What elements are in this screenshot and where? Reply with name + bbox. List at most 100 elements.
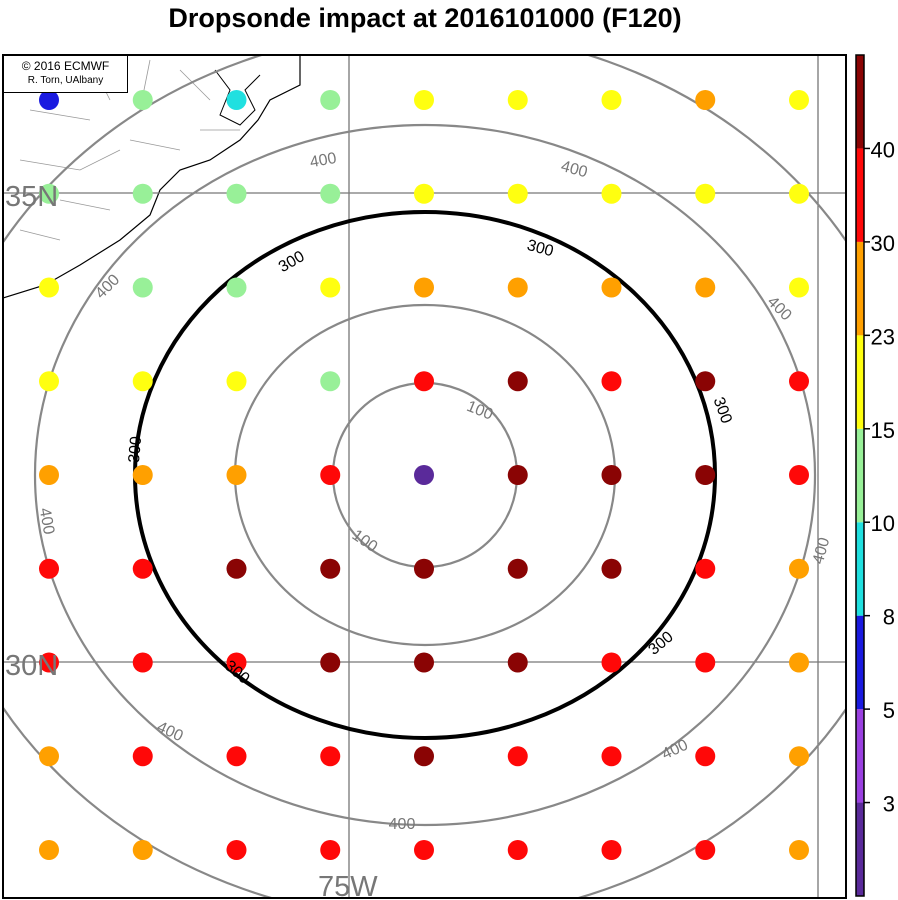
dropsonde-dot	[226, 558, 247, 579]
dropsonde-dot	[507, 371, 528, 392]
colorbar-segment	[856, 522, 864, 616]
colorbar-segment	[856, 55, 864, 149]
dropsonde-dot	[507, 465, 528, 485]
ring-label: 400	[659, 737, 690, 764]
dropsonde-dot	[320, 183, 341, 204]
dropsonde-dot	[414, 558, 434, 579]
credit-line-1: © 2016 ECMWF	[21, 59, 110, 73]
dropsonde-dot	[226, 652, 247, 673]
lat-label-30n: 30N	[5, 650, 58, 682]
dropsonde-dot	[789, 840, 809, 860]
dropsonde-dot	[601, 652, 622, 673]
dropsonde-dot	[789, 652, 809, 673]
dropsonde-dot	[132, 652, 153, 673]
dropsonde-dot	[695, 746, 716, 767]
ring-label: 400	[309, 150, 338, 171]
dropsonde-dot	[320, 558, 341, 579]
dropsonde-dot	[789, 465, 809, 485]
dropsonde-dot	[695, 652, 716, 673]
colorbar-label: 3	[883, 792, 895, 817]
dropsonde-dot	[789, 558, 809, 579]
ring-label: 400	[92, 271, 123, 302]
dropsonde-dot	[695, 277, 716, 298]
chart-title: Dropsonde impact at 2016101000 (F120)	[168, 3, 682, 33]
dropsonde-dot	[132, 465, 153, 485]
dropsonde-dot	[695, 371, 716, 392]
lat-label-35n: 35N	[5, 181, 58, 213]
dropsonde-dot	[39, 371, 59, 392]
dropsonde-dot	[226, 277, 247, 298]
dropsonde-dot	[39, 652, 59, 673]
dropsonde-dot	[320, 840, 341, 860]
ring-label: 300	[710, 395, 735, 426]
dropsonde-dot	[320, 652, 341, 673]
dropsonde-dot	[132, 371, 153, 392]
dropsonde-dot	[226, 746, 247, 767]
dropsonde-dot	[39, 840, 59, 860]
ring-label: 300	[525, 237, 555, 260]
colorbar-segment	[856, 709, 864, 803]
dropsonde-dot	[226, 840, 247, 860]
dropsonde-dot	[320, 746, 341, 767]
dropsonde-dot	[132, 558, 153, 579]
dropsonde-dot	[507, 652, 528, 673]
dropsonde-dot	[132, 277, 153, 298]
dropsonde-dot	[39, 277, 59, 298]
ring-label: 400	[764, 293, 795, 324]
plot-frame	[2, 54, 847, 899]
dropsonde-dot	[695, 558, 716, 579]
ring-label: 400	[154, 719, 185, 746]
dropsonde-dot	[414, 840, 434, 860]
dropsonde-dot	[507, 746, 528, 767]
dropsonde-dot	[226, 371, 247, 392]
colorbar-segment	[856, 802, 864, 896]
dropsonde-dot	[226, 90, 247, 110]
dropsonde-dot	[39, 465, 59, 485]
coastline	[3, 55, 301, 299]
dropsonde-dot	[39, 183, 59, 204]
dropsonde-dot	[39, 558, 59, 579]
dropsonde-dot	[601, 465, 622, 485]
ring-label: 300	[276, 248, 308, 276]
ring-label: 300	[126, 435, 145, 463]
dropsonde-dot	[789, 371, 809, 392]
colorbar: 3 5 8 10 15 23 30 40	[856, 55, 895, 896]
dropsonde-dot	[414, 652, 434, 673]
dropsonde-dot	[132, 90, 153, 110]
colorbar-segment	[856, 615, 864, 710]
credit-line-2: R. Torn, UAlbany	[27, 75, 104, 86]
dropsonde-dot	[226, 465, 247, 485]
dropsonde-dot	[601, 558, 622, 579]
dropsonde-dot	[132, 183, 153, 204]
dropsonde-dot	[507, 277, 528, 298]
dropsonde-dot	[320, 371, 341, 392]
dropsonde-dot	[414, 277, 434, 298]
ring-label: 400	[389, 816, 416, 833]
dropsonde-dot	[601, 183, 622, 204]
colorbar-label: 8	[883, 605, 895, 630]
dropsonde-dot	[695, 840, 716, 860]
dropsonde-dot	[226, 183, 247, 204]
colorbar-label: 15	[871, 418, 895, 443]
dropsonde-dot	[132, 840, 153, 860]
dropsonde-dot	[789, 183, 809, 204]
dropsonde-dot	[695, 465, 716, 485]
colorbar-label: 10	[871, 511, 895, 536]
dropsonde-dot	[507, 183, 528, 204]
colorbar-segment	[856, 428, 864, 523]
ring-label: 400	[559, 158, 589, 181]
dropsonde-dot	[320, 90, 341, 110]
dropsonde-dots	[39, 90, 809, 860]
dropsonde-dot	[414, 371, 434, 392]
credit-box: © 2016 ECMWF R. Torn, UAlbany	[3, 55, 128, 93]
ring-label: 400	[36, 507, 57, 536]
colorbar-label: 5	[883, 698, 895, 723]
dropsonde-dot	[39, 90, 59, 110]
dropsonde-dot	[601, 371, 622, 392]
lon-label-75w: 75W	[318, 871, 378, 900]
dropsonde-dot	[601, 746, 622, 767]
dropsonde-dot	[601, 277, 622, 298]
colorbar-segment	[856, 241, 864, 336]
dropsonde-dot	[414, 465, 434, 485]
dropsonde-dot	[507, 558, 528, 579]
